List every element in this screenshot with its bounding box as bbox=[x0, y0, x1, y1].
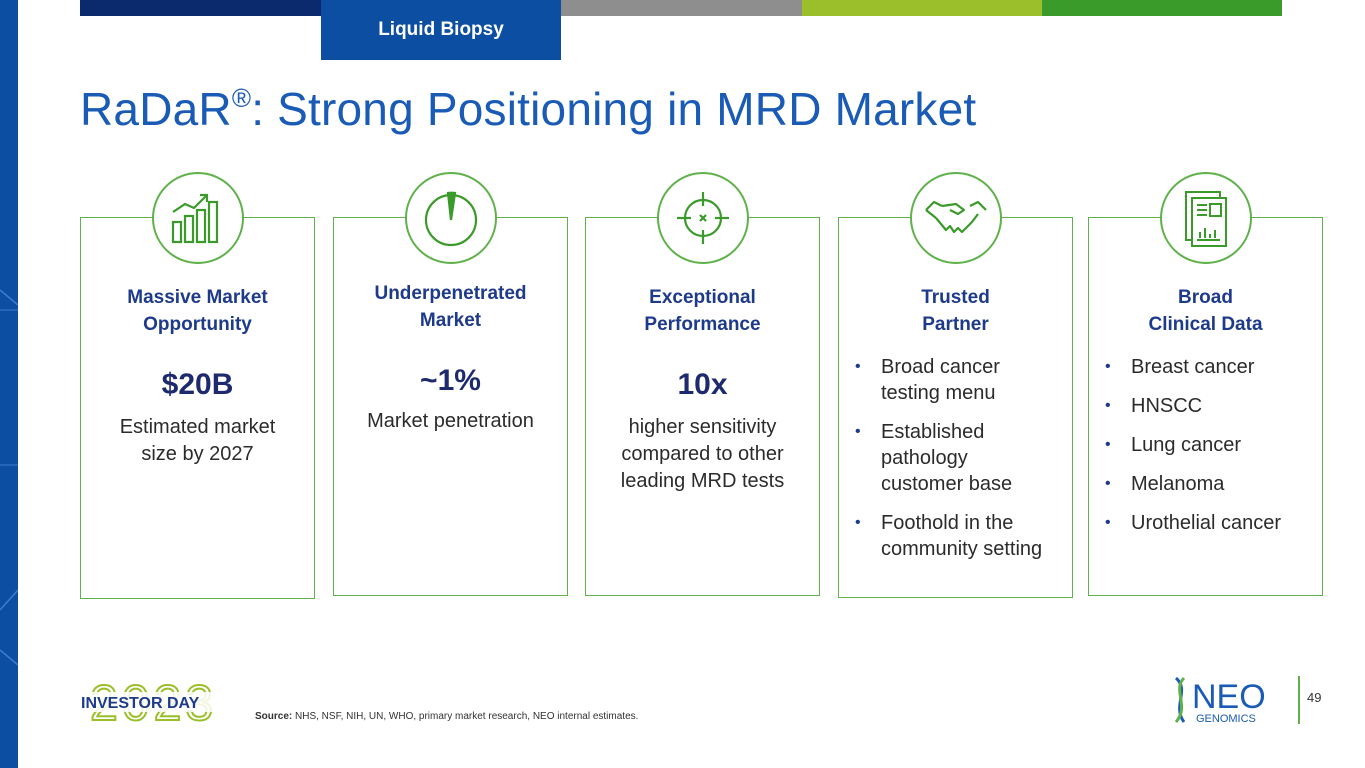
card-heading: Underpenetrated Market bbox=[334, 280, 567, 334]
card-value: $20B bbox=[161, 368, 234, 401]
card-heading: Broad Clinical Data bbox=[1089, 284, 1322, 338]
card-description: higher sensitivity compared to other lea… bbox=[586, 414, 819, 495]
desc-line: higher sensitivity bbox=[628, 416, 777, 438]
investor-day-logo: 2023 INVESTOR DAY bbox=[80, 676, 218, 726]
bullet-line: testing menu bbox=[881, 382, 996, 404]
section-tab: Liquid Biopsy bbox=[321, 0, 561, 60]
card-trusted-partner: Trusted Partner Broad cancer testing men… bbox=[838, 172, 1073, 598]
growth-chart-icon bbox=[151, 172, 244, 264]
card-heading: Massive Market Opportunity bbox=[81, 284, 314, 338]
heading-line: Opportunity bbox=[143, 314, 252, 335]
title-rest: : Strong Positioning in MRD Market bbox=[251, 83, 977, 135]
heading-line: Clinical Data bbox=[1148, 314, 1263, 335]
bullet-line: pathology bbox=[881, 447, 968, 469]
document-report-icon bbox=[1159, 172, 1252, 264]
logo-company-name: NEO bbox=[1192, 678, 1266, 716]
bullet-line: community setting bbox=[881, 538, 1043, 560]
footer-divider bbox=[1298, 676, 1300, 724]
source-text: NHS, NSF, NIH, UN, WHO, primary market r… bbox=[292, 711, 639, 722]
list-item: Breast cancer bbox=[1103, 354, 1316, 380]
page-number: 49 bbox=[1307, 690, 1322, 705]
card-description: Estimated market size by 2027 bbox=[81, 414, 314, 468]
desc-line: Estimated market bbox=[119, 416, 276, 438]
card-value: ~1% bbox=[420, 364, 481, 397]
list-item: Lung cancer bbox=[1103, 432, 1316, 458]
card-description: Market penetration bbox=[334, 408, 567, 435]
bullet-list: Broad cancer testing menu Established pa… bbox=[853, 354, 1066, 575]
heading-line: Broad bbox=[1178, 287, 1233, 308]
page-title: RaDaR®: Strong Positioning in MRD Market bbox=[80, 82, 976, 136]
desc-line: Market penetration bbox=[367, 410, 534, 432]
list-item: Urothelial cancer bbox=[1103, 510, 1316, 536]
source-note: Source: NHS, NSF, NIH, UN, WHO, primary … bbox=[255, 711, 638, 722]
card-heading: Trusted Partner bbox=[839, 284, 1072, 338]
heading-line: Market bbox=[419, 310, 482, 331]
bullet-line: customer base bbox=[881, 473, 1013, 495]
card-clinical-data: Broad Clinical Data Breast cancer HNSCC … bbox=[1088, 172, 1323, 596]
logo-company-sub: GENOMICS bbox=[1196, 713, 1256, 725]
bullet-list: Breast cancer HNSCC Lung cancer Melanoma… bbox=[1103, 354, 1316, 549]
list-item: Broad cancer testing menu bbox=[853, 354, 1066, 406]
card-heading: Exceptional Performance bbox=[586, 284, 819, 338]
pie-slice-icon bbox=[404, 172, 497, 264]
section-tab-label: Liquid Biopsy bbox=[378, 19, 504, 40]
source-label: Source: bbox=[255, 711, 293, 722]
bullet-line: Broad cancer bbox=[881, 356, 1000, 378]
desc-line: size by 2027 bbox=[141, 443, 254, 465]
handshake-icon bbox=[909, 172, 1002, 264]
top-strip-gray bbox=[561, 0, 802, 16]
bullet-line: Foothold in the bbox=[881, 512, 1014, 534]
card-underpenetrated: Underpenetrated Market ~1% Market penetr… bbox=[333, 172, 568, 596]
list-item: Melanoma bbox=[1103, 471, 1316, 497]
registered-mark: ® bbox=[231, 83, 252, 113]
left-accent-bar bbox=[0, 0, 18, 768]
heading-line: Underpenetrated bbox=[374, 283, 527, 304]
heading-line: Partner bbox=[922, 314, 989, 335]
top-strip-green bbox=[1042, 0, 1282, 16]
top-strip-lime bbox=[802, 0, 1042, 16]
neogenomics-logo: NEO GENOMICS bbox=[1174, 676, 1266, 725]
card-value: 10x bbox=[677, 368, 728, 401]
left-bar-pattern bbox=[0, 289, 18, 666]
heading-line: Performance bbox=[644, 314, 761, 335]
card-performance: Exceptional Performance 10x higher sensi… bbox=[585, 172, 820, 596]
desc-line: leading MRD tests bbox=[620, 470, 785, 492]
bullet-line: Established bbox=[881, 421, 985, 443]
heading-line: Exceptional bbox=[649, 287, 756, 308]
top-strip-navy bbox=[80, 0, 321, 16]
logo-event-name: INVESTOR DAY bbox=[81, 695, 200, 712]
crosshair-target-icon bbox=[656, 172, 749, 264]
desc-line: compared to other bbox=[621, 443, 784, 465]
list-item: Established pathology customer base bbox=[853, 419, 1066, 497]
heading-line: Massive Market bbox=[127, 287, 268, 308]
list-item: HNSCC bbox=[1103, 393, 1316, 419]
title-main: RaDaR bbox=[80, 83, 232, 135]
card-market-opportunity: Massive Market Opportunity $20B Estimate… bbox=[80, 172, 315, 599]
heading-line: Trusted bbox=[921, 287, 990, 308]
list-item: Foothold in the community setting bbox=[853, 510, 1066, 562]
